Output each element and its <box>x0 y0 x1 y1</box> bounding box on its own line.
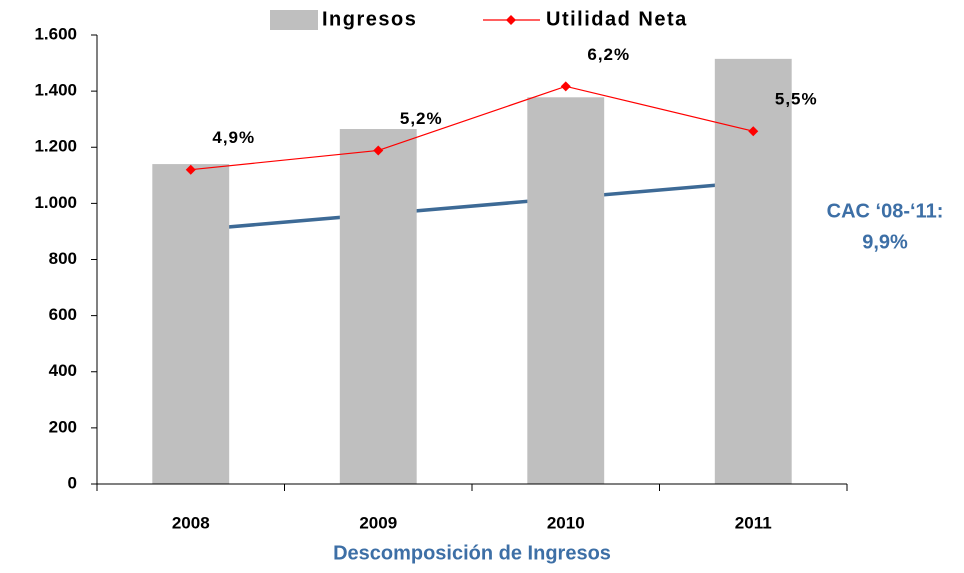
y-tick-label: 200 <box>49 417 77 436</box>
marker <box>373 145 384 156</box>
y-tick-label: 1.600 <box>34 24 77 43</box>
bar <box>339 129 417 484</box>
data-label: 5,5% <box>775 90 818 109</box>
x-axis-label: Descomposición de Ingresos <box>333 542 611 564</box>
marker <box>560 81 571 92</box>
y-tick-label: 0 <box>68 473 77 492</box>
trend-arrow <box>192 179 734 232</box>
x-tick-label: 2009 <box>359 513 397 532</box>
bar <box>152 164 230 484</box>
legend-label: Utilidad Neta <box>546 8 688 30</box>
annotation: CAC ‘08-‘11: <box>827 200 944 222</box>
data-label: 4,9% <box>212 128 255 147</box>
marker <box>185 164 196 175</box>
y-tick-label: 1.200 <box>34 137 77 156</box>
bar <box>714 58 792 485</box>
data-label: 5,2% <box>400 109 443 128</box>
y-tick-label: 400 <box>49 361 77 380</box>
data-label: 6,2% <box>587 45 630 64</box>
x-tick-label: 2008 <box>172 513 210 532</box>
annotation: 9,9% <box>862 231 908 253</box>
x-tick-label: 2011 <box>735 513 772 532</box>
legend-label: Ingresos <box>322 8 417 30</box>
x-tick-label: 2010 <box>547 513 585 532</box>
legend-marker <box>506 15 516 25</box>
marker <box>748 126 759 137</box>
y-tick-label: 600 <box>49 305 77 324</box>
y-tick-label: 1.400 <box>34 81 77 100</box>
y-tick-label: 1.000 <box>34 193 77 212</box>
bar <box>527 97 605 484</box>
legend-swatch <box>270 10 318 30</box>
y-tick-label: 800 <box>49 249 77 268</box>
line <box>190 85 754 171</box>
